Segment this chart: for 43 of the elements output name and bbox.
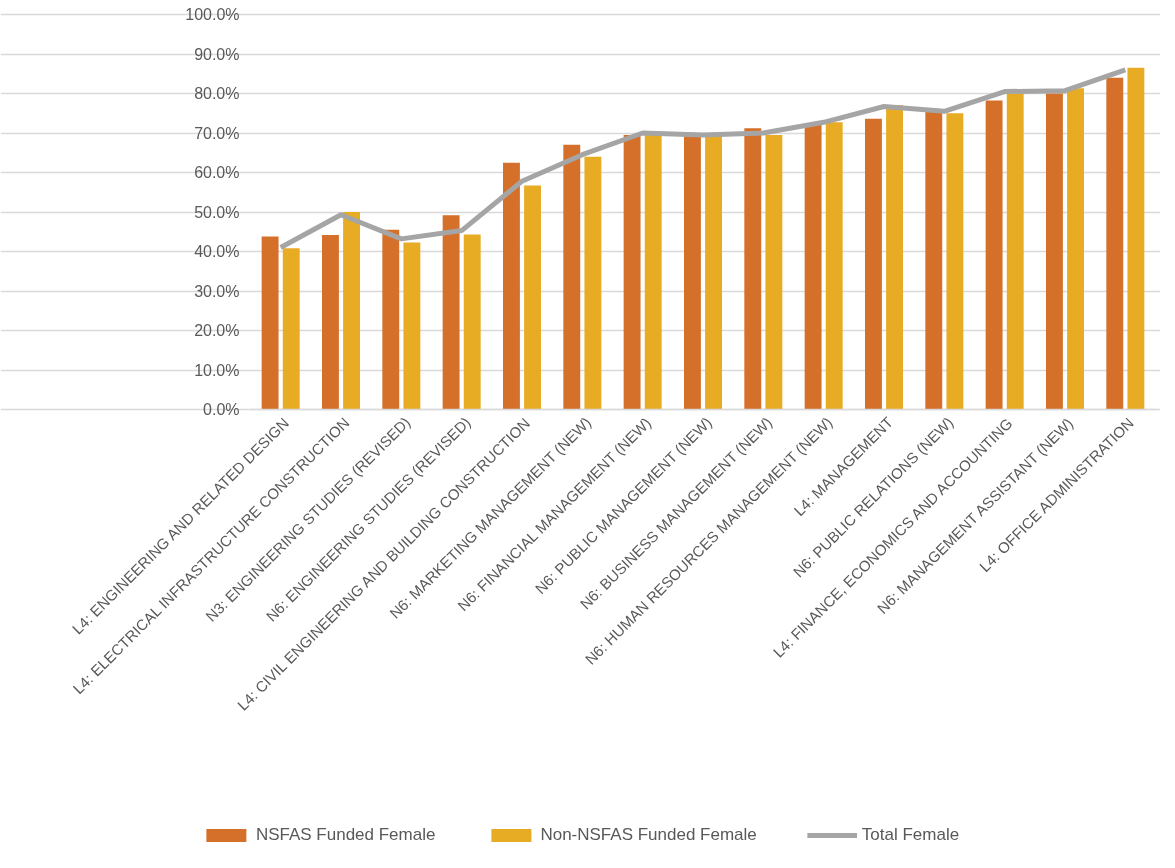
bar <box>744 128 762 410</box>
y-tick-label: 50.0% <box>194 203 240 221</box>
bar <box>503 162 520 410</box>
bar <box>825 122 843 410</box>
bar <box>322 234 339 410</box>
bar <box>382 229 400 410</box>
y-tick-label: 10.0% <box>194 361 240 379</box>
y-tick-label: 90.0% <box>194 45 240 63</box>
bar <box>683 134 701 410</box>
bar <box>623 134 641 410</box>
bar <box>1106 77 1124 410</box>
legend-label: Total Female <box>861 825 960 845</box>
bar <box>705 134 723 410</box>
y-tick-label: 0.0% <box>203 401 240 418</box>
bar <box>584 156 602 410</box>
bar <box>403 242 421 410</box>
y-tick-label: 70.0% <box>194 124 240 142</box>
bar <box>925 110 943 410</box>
bar <box>864 118 882 410</box>
bar <box>261 236 279 410</box>
bar <box>442 215 460 410</box>
bar <box>804 125 822 410</box>
bar <box>985 100 1003 410</box>
bar <box>282 248 300 410</box>
y-tick-label: 30.0% <box>194 282 240 300</box>
bar <box>1067 88 1085 410</box>
bar <box>463 234 481 410</box>
bar <box>563 144 581 410</box>
bar <box>1127 67 1145 410</box>
y-tick-label: 20.0% <box>194 322 240 339</box>
bar <box>765 134 783 410</box>
legend-label: NSFAS Funded Female <box>255 825 436 845</box>
y-tick-label: 100.0% <box>185 6 240 23</box>
legend-label: Non-NSFAS Funded Female <box>540 825 757 845</box>
y-tick-label: 80.0% <box>194 85 240 102</box>
bar <box>343 212 360 410</box>
y-tick-label: 40.0% <box>194 243 240 260</box>
bar <box>644 133 662 410</box>
bar <box>946 113 964 410</box>
bar <box>1045 93 1063 410</box>
y-tick-label: 60.0% <box>194 164 240 181</box>
bar <box>524 185 542 410</box>
bar <box>1006 93 1024 410</box>
